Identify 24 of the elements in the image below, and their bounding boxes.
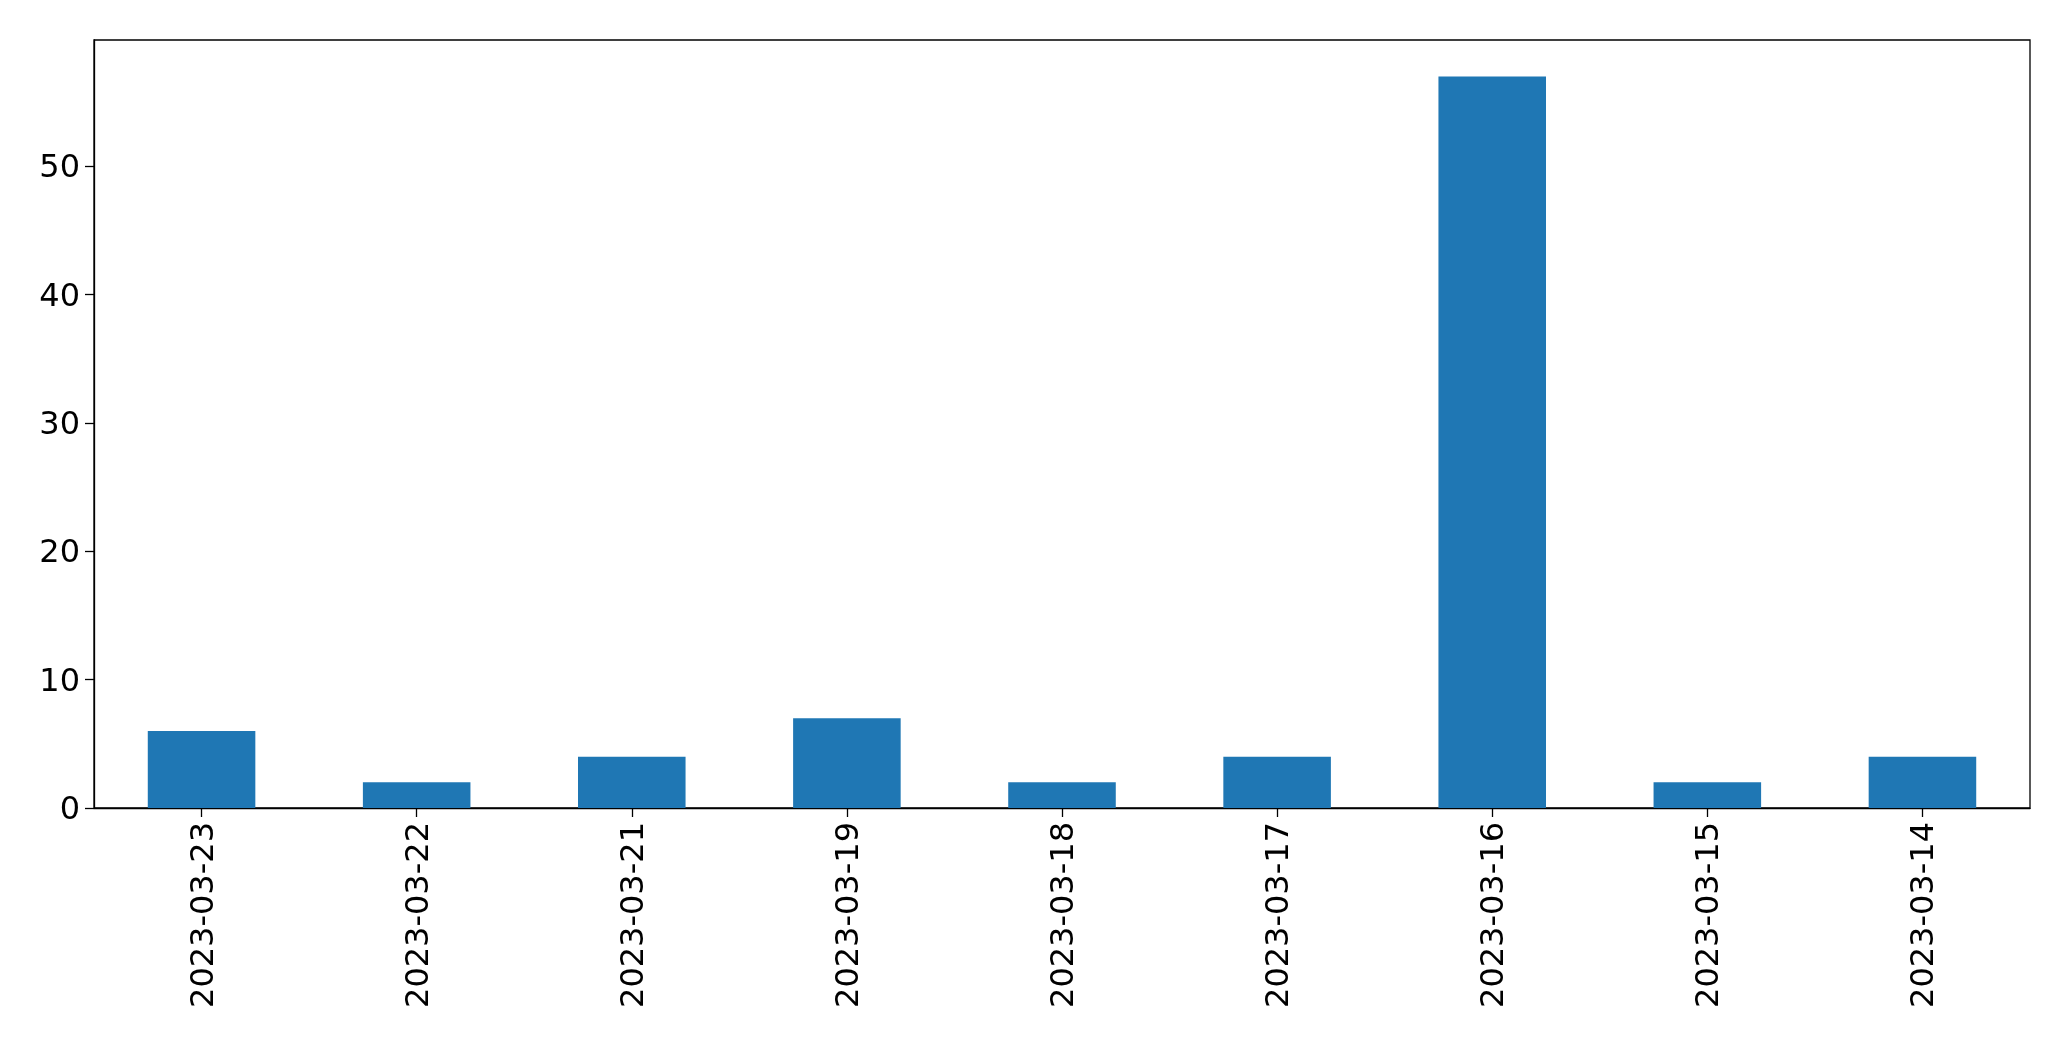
- y-tick-label: 40: [39, 275, 80, 314]
- bar: [1868, 756, 1977, 808]
- y-tick-label: 10: [39, 660, 80, 699]
- y-tick-label: 30: [39, 404, 80, 443]
- x-tick-label: 2023-03-19: [827, 822, 866, 1008]
- x-tick-label: 2023-03-18: [1043, 822, 1081, 1008]
- bar: [1438, 76, 1546, 808]
- bar: [362, 782, 471, 808]
- x-tick-label: 2023-03-14: [1903, 822, 1942, 1008]
- x-tick-label: 2023-03-21: [612, 822, 651, 1008]
- y-tick-label: 50: [39, 147, 80, 186]
- x-tick-label: 2023-03-15: [1688, 822, 1727, 1008]
- bar: [1653, 782, 1762, 808]
- bar: [793, 718, 901, 808]
- x-tick-label: 2023-03-16: [1473, 822, 1512, 1008]
- x-tick-label: 2023-03-22: [397, 822, 436, 1008]
- bar: [578, 756, 686, 808]
- bar: [1223, 756, 1331, 808]
- bar: [1008, 782, 1116, 808]
- y-tick-label: 20: [39, 532, 80, 571]
- x-tick-label: 2023-03-23: [182, 822, 221, 1008]
- x-tick-label: 2023-03-17: [1258, 822, 1297, 1008]
- bar: [147, 731, 256, 808]
- y-tick-label: 0: [59, 789, 80, 827]
